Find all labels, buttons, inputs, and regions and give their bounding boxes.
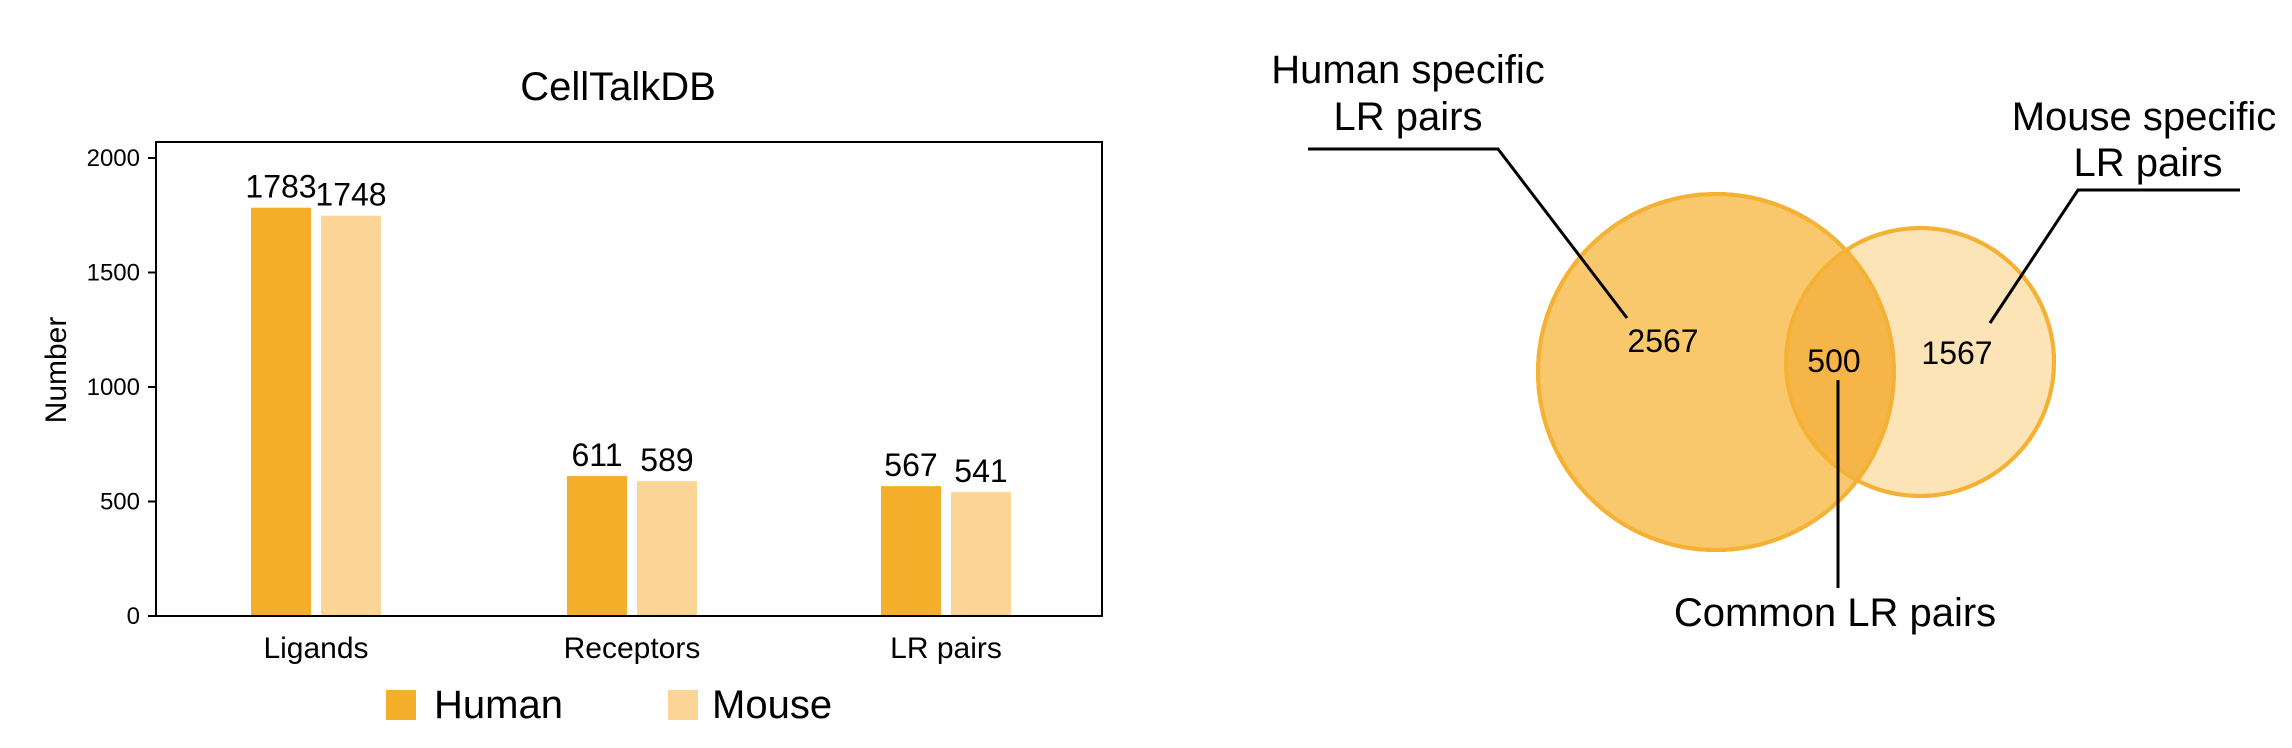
callout-human-line2: LR pairs: [1334, 95, 1483, 139]
legend-swatch-mouse: [668, 690, 698, 720]
callout-human-line1: Human specific: [1271, 48, 1544, 92]
venn-outline-mouse: [1784, 226, 2056, 498]
data-label: 611: [571, 437, 622, 473]
callout-mouse-line2: LR pairs: [2074, 141, 2223, 185]
data-label: 1748: [315, 177, 386, 213]
x-axis: Ligands Receptors LR pairs: [263, 632, 1001, 665]
callout-mouse-line1: Mouse specific: [2012, 95, 2277, 139]
data-label: 589: [640, 442, 693, 478]
venn-intersection: [1786, 228, 1894, 496]
y-tick-label: 2000: [87, 145, 140, 172]
data-label: 541: [954, 453, 1007, 489]
data-label: 1783: [245, 169, 316, 205]
callout-line-mouse: [1988, 188, 2240, 324]
bar-mouse: [637, 481, 697, 616]
venn-outline-human: [1536, 192, 1896, 552]
bar-human: [251, 207, 311, 616]
y-tick-label: 1500: [87, 260, 140, 287]
venn-value-human: 2567: [1627, 323, 1698, 359]
venn-value-mouse: 1567: [1921, 335, 1992, 371]
bar-mouse: [951, 492, 1011, 616]
bar-human: [567, 476, 627, 616]
callout-common: Common LR pairs: [1674, 591, 1996, 635]
legend-swatch-human: [386, 690, 416, 720]
venn-diagram: 2567 500 1567 Human specific LR pairs Mo…: [1271, 48, 2276, 635]
bar-human: [881, 486, 941, 616]
legend-label-human: Human: [434, 683, 563, 727]
x-tick-label: Ligands: [263, 632, 368, 665]
x-tick-label: LR pairs: [890, 632, 1002, 665]
y-tick-label: 0: [127, 603, 140, 630]
chart-title: CellTalkDB: [520, 65, 716, 109]
y-tick-label: 500: [100, 489, 140, 516]
y-tick-label: 1000: [87, 374, 140, 401]
plot-frame: [155, 141, 1103, 617]
y-axis-label: Number: [40, 317, 73, 424]
x-tick-label: Receptors: [564, 632, 701, 665]
data-label: 567: [884, 447, 937, 483]
legend: Human Mouse: [386, 683, 832, 727]
legend-label-mouse: Mouse: [712, 683, 832, 727]
y-axis: 0 500 1000 1500 2000: [87, 145, 156, 630]
venn-value-common: 500: [1807, 343, 1860, 379]
bar-mouse: [321, 215, 381, 616]
callout-line-human: [1308, 147, 1629, 319]
